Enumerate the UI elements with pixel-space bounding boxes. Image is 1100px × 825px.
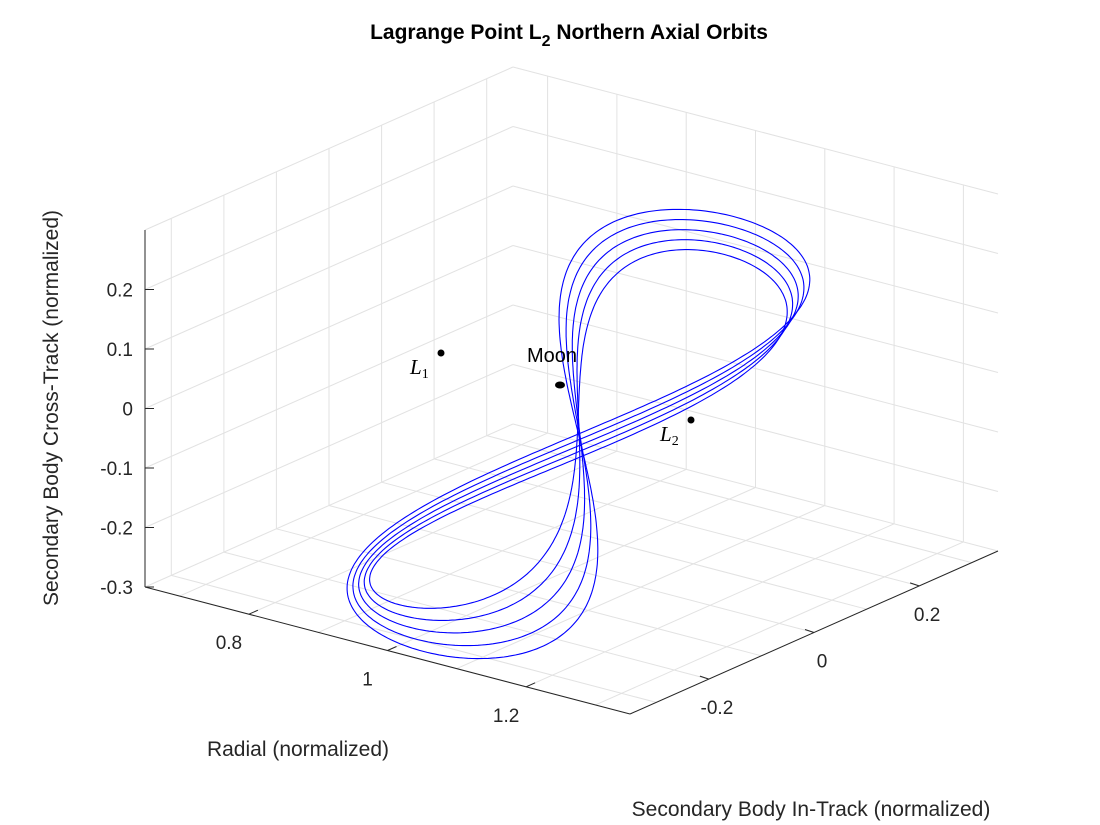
y-tick-mark xyxy=(909,582,920,587)
grid-line xyxy=(512,66,999,195)
orbit-lines xyxy=(346,208,811,660)
grid-line xyxy=(512,126,999,254)
z-tick-label: 0 xyxy=(122,400,133,421)
y-tick-label: 0 xyxy=(817,652,828,673)
point-label-moon: Moon xyxy=(527,345,577,367)
grid-line xyxy=(223,551,710,680)
y-tick-label: 0.2 xyxy=(914,605,940,626)
orbit-1 xyxy=(346,208,811,660)
point-annotations: L1 Moon L2 xyxy=(409,345,695,449)
y-tick-mark xyxy=(699,675,710,680)
chart-title: Lagrange Point L2 Northern Axial Orbits xyxy=(370,21,768,50)
grid-line xyxy=(144,423,514,588)
grid-line xyxy=(144,66,514,231)
z-tick-label: -0.3 xyxy=(100,578,133,599)
grid-line xyxy=(276,528,762,657)
z-tick-label: 0.1 xyxy=(107,340,133,361)
orbit-2 xyxy=(352,219,805,647)
grid-line xyxy=(433,458,920,587)
grid-line xyxy=(144,185,514,350)
point-l2 xyxy=(687,416,695,424)
grid-line xyxy=(144,245,514,409)
grid-lines xyxy=(144,66,999,706)
x-tick-label: 0.8 xyxy=(216,633,242,654)
x-tick-label: 1.2 xyxy=(493,706,519,727)
grid-line xyxy=(144,304,514,469)
x-axis-label: Radial (normalized) xyxy=(207,738,389,761)
x-tick-mark xyxy=(387,646,397,651)
y-tick-mark xyxy=(804,629,815,633)
x-tick-mark xyxy=(525,682,536,688)
tick-labels: 0.8 1 1.2 -0.2 0 0.2 0.2 0.1 0 -0.1 -0.2 -0.3 xyxy=(100,281,940,727)
grid-line xyxy=(144,126,514,290)
point-l1 xyxy=(437,349,445,357)
grid-line xyxy=(512,185,999,314)
x-tick-label: 1 xyxy=(362,670,373,691)
orbit-4 xyxy=(363,239,794,621)
y-axis-label: Secondary Body In-Track (normalized) xyxy=(632,798,991,821)
z-tick-label: 0.2 xyxy=(107,281,133,302)
grid-line xyxy=(381,481,867,610)
orbit-5 xyxy=(369,249,788,609)
point-moon xyxy=(555,381,565,389)
point-label-l1: L1 xyxy=(409,355,429,382)
axes xyxy=(144,230,999,715)
point-label-l2: L2 xyxy=(659,422,679,449)
z-tick-label: -0.2 xyxy=(100,519,133,540)
grid-line xyxy=(486,435,972,564)
x-tick-mark xyxy=(248,609,259,615)
z-tick-label: -0.1 xyxy=(100,459,133,480)
orbit-3 xyxy=(358,229,799,634)
z-axis-label: Secondary Body Cross-Track (normalized) xyxy=(40,210,63,606)
grid-line xyxy=(512,304,999,433)
y-tick-label: -0.2 xyxy=(701,698,734,719)
grid-line xyxy=(512,364,999,492)
grid-line xyxy=(144,364,514,528)
